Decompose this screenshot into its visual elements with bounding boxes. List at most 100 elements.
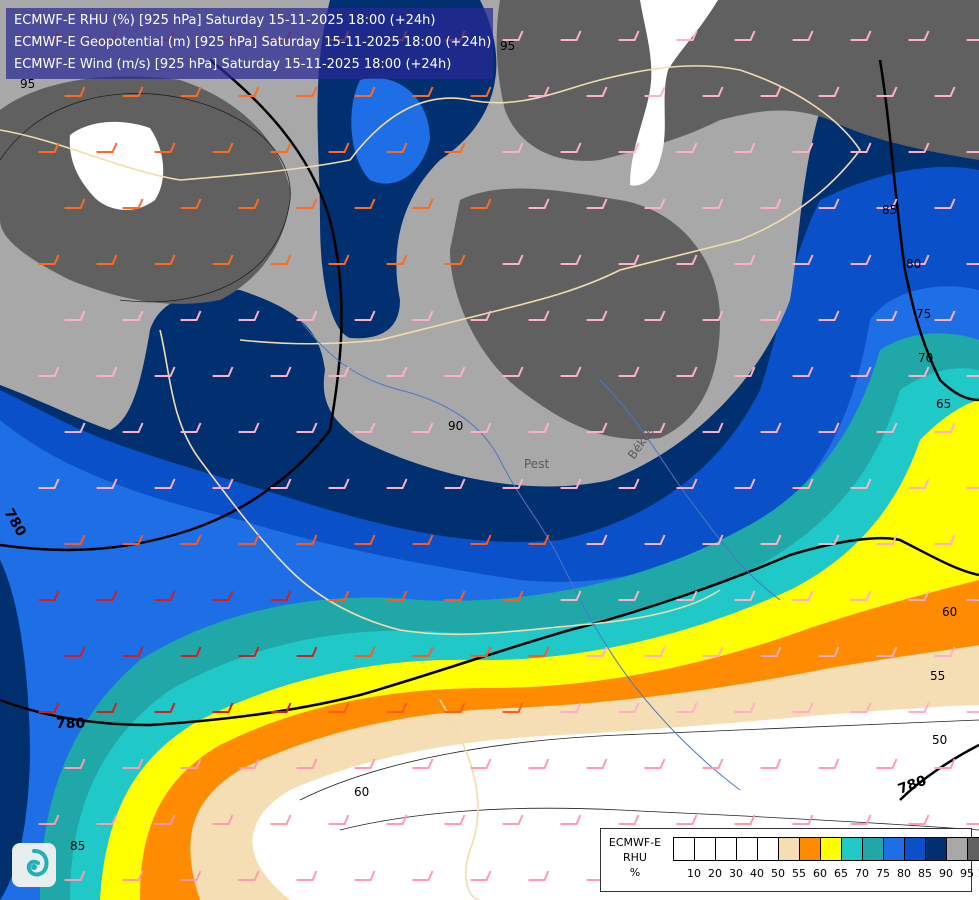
geopotential-isoline-east <box>878 59 979 402</box>
wind-barb <box>618 590 640 601</box>
title-line-wind: ECMWF-E Wind (m/s) [925 hPa] Saturday 15… <box>14 57 452 72</box>
legend-tick-label: 70 <box>855 867 869 880</box>
wind-barb <box>122 646 144 657</box>
wind-barb <box>644 758 666 769</box>
wind-barb <box>792 30 814 41</box>
title-line-rhu: ECMWF-E RHU (%) [925 hPa] Saturday 15-11… <box>14 13 436 28</box>
wind-barb <box>444 590 466 601</box>
wind-barb <box>64 758 86 769</box>
rhu-band-white-west <box>69 121 164 210</box>
wind-barb <box>734 254 756 265</box>
wind-barb <box>676 590 698 601</box>
wind-barb <box>644 86 666 97</box>
wind-barb <box>180 422 202 433</box>
wind-barb <box>180 870 202 881</box>
legend-swatch <box>800 838 821 860</box>
place-label: Pest <box>524 457 549 471</box>
wind-barb <box>154 478 176 489</box>
map-title-box: ECMWF-E RHU (%) [925 hPa] Saturday 15-11… <box>6 8 493 79</box>
wind-barb <box>354 534 376 545</box>
wind-barb <box>270 590 292 601</box>
legend-swatch <box>884 838 905 860</box>
wind-barb <box>270 366 292 377</box>
wind-barb <box>966 487 979 489</box>
wind-barb <box>502 814 524 825</box>
wind-barb <box>122 534 144 545</box>
wind-barb <box>618 366 640 377</box>
wind-barb <box>296 310 318 321</box>
wind-barb <box>64 646 86 657</box>
country-border <box>159 329 721 636</box>
wind-barb <box>154 254 176 265</box>
wind-barb <box>560 30 582 41</box>
wind-barb <box>850 478 872 489</box>
wind-barb <box>270 814 292 825</box>
wind-barb <box>644 646 666 657</box>
wind-barb <box>908 478 930 489</box>
wind-barb <box>296 422 318 433</box>
wind-barb <box>818 534 840 545</box>
legend-swatch <box>737 838 758 860</box>
wind-barb <box>444 366 466 377</box>
wind-barb <box>64 870 86 881</box>
rhu-contour-label: 75 <box>916 307 931 321</box>
rhu-contour-label: 95 <box>20 77 35 91</box>
wind-barb <box>818 646 840 657</box>
wind-barb <box>586 534 608 545</box>
wind-barb <box>238 422 260 433</box>
rhu-contour-label: 65 <box>936 397 951 411</box>
wind-barb <box>386 142 408 153</box>
wind-barb <box>154 590 176 601</box>
legend-swatch <box>758 838 779 860</box>
wind-barb <box>644 310 666 321</box>
wind-barb <box>792 814 814 825</box>
wind-barb <box>818 86 840 97</box>
legend-tick-labels: 10 20 30 40 50 55 60 65 70 75 80 85 90 95 100 <box>673 867 979 883</box>
wind-barb <box>644 198 666 209</box>
wind-barb <box>792 366 814 377</box>
legend-tick-label: 85 <box>918 867 932 880</box>
wind-barb <box>586 758 608 769</box>
wind-barb <box>122 86 144 97</box>
wind-barb <box>908 30 930 41</box>
wind-barb <box>122 422 144 433</box>
wind-barb <box>444 814 466 825</box>
wind-barb <box>386 814 408 825</box>
wind-barb <box>122 310 144 321</box>
rhu-contour-label: 85 <box>882 203 897 217</box>
wind-barb <box>270 142 292 153</box>
legend-swatch <box>821 838 842 860</box>
wind-barb <box>412 534 434 545</box>
wind-barb <box>966 599 979 601</box>
wind-barb <box>850 30 872 41</box>
wind-barb <box>792 590 814 601</box>
provider-logo <box>12 843 56 887</box>
wind-barb <box>586 646 608 657</box>
wind-barb <box>934 310 956 321</box>
wind-barb <box>876 758 898 769</box>
legend-tick-label: 20 <box>708 867 722 880</box>
wind-barb <box>560 366 582 377</box>
wind-barb <box>702 422 724 433</box>
legend-title-unit: % <box>629 866 641 879</box>
wind-barb <box>934 86 956 97</box>
wind-barb <box>908 814 930 825</box>
wind-barb <box>64 198 86 209</box>
wind-barb <box>212 366 234 377</box>
wind-barb <box>180 534 202 545</box>
wind-barb <box>470 86 492 97</box>
wind-barb <box>792 254 814 265</box>
wind-barb <box>38 814 60 825</box>
wind-barb <box>934 422 956 433</box>
wind-barb <box>966 711 979 713</box>
wind-barb <box>38 254 60 265</box>
wind-barb <box>412 758 434 769</box>
wind-barb <box>528 86 550 97</box>
wind-barb <box>64 310 86 321</box>
wind-barb <box>296 646 318 657</box>
wind-barb <box>502 254 524 265</box>
wind-barb <box>238 758 260 769</box>
wind-barb <box>154 366 176 377</box>
rhu-contour-label: 50 <box>932 733 947 747</box>
